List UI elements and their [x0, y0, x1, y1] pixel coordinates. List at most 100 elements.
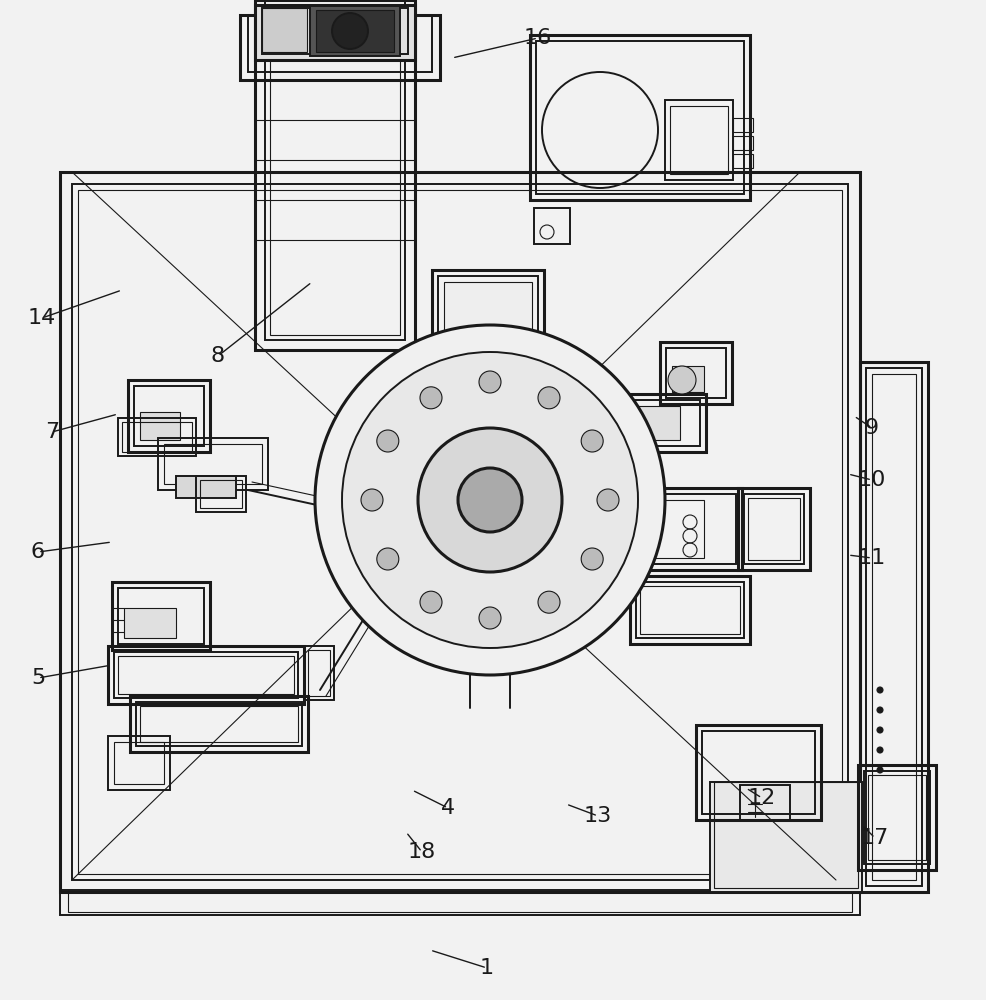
Circle shape	[877, 747, 883, 753]
Bar	[460, 425, 516, 480]
Bar	[122, 422, 192, 452]
Bar	[733, 118, 753, 132]
Bar	[248, 15, 432, 72]
Text: 16: 16	[524, 28, 552, 48]
Bar	[118, 656, 294, 694]
Text: 13: 13	[584, 806, 612, 826]
Text: 17: 17	[861, 828, 889, 848]
Bar	[534, 208, 570, 244]
Circle shape	[581, 430, 603, 452]
Bar	[270, 5, 400, 335]
Bar	[738, 488, 810, 570]
Bar	[304, 646, 334, 700]
Circle shape	[538, 387, 560, 409]
Bar	[158, 438, 268, 490]
Bar	[866, 368, 922, 886]
Bar	[118, 588, 204, 644]
Bar	[114, 652, 298, 698]
Bar	[530, 35, 750, 200]
Circle shape	[420, 591, 442, 613]
Circle shape	[332, 13, 368, 49]
Bar	[140, 412, 180, 440]
Bar	[262, 8, 307, 52]
Bar	[528, 368, 538, 380]
Bar	[140, 706, 298, 742]
Bar	[630, 576, 750, 644]
Circle shape	[479, 371, 501, 393]
Text: 4: 4	[441, 798, 456, 818]
Bar	[196, 476, 246, 512]
Bar	[440, 368, 450, 380]
Bar	[626, 394, 706, 452]
Circle shape	[877, 707, 883, 713]
Bar	[60, 890, 860, 915]
Bar	[240, 15, 440, 80]
Bar	[858, 765, 936, 870]
Bar	[112, 582, 210, 650]
Bar	[200, 480, 242, 508]
Circle shape	[479, 607, 501, 629]
Bar	[308, 650, 330, 696]
Bar	[124, 608, 176, 638]
Bar	[648, 500, 704, 558]
Text: 11: 11	[858, 548, 886, 568]
Bar	[672, 366, 704, 392]
Bar	[108, 646, 304, 704]
Text: 7: 7	[45, 422, 59, 442]
Circle shape	[597, 489, 619, 511]
Bar	[464, 428, 512, 476]
Circle shape	[538, 591, 560, 613]
Bar	[118, 418, 196, 456]
Bar	[130, 696, 308, 752]
Bar	[134, 386, 204, 446]
Circle shape	[877, 687, 883, 693]
Bar	[740, 785, 790, 820]
Bar	[265, 0, 405, 340]
Bar	[868, 775, 926, 860]
Bar	[636, 488, 742, 570]
Bar	[136, 702, 302, 746]
Circle shape	[420, 387, 442, 409]
Bar	[176, 476, 236, 498]
Text: 12: 12	[747, 788, 776, 808]
Bar	[114, 742, 164, 784]
Circle shape	[458, 468, 522, 532]
Bar	[702, 731, 815, 814]
Circle shape	[377, 430, 398, 452]
Bar	[733, 136, 753, 150]
Bar	[438, 276, 538, 374]
Bar	[632, 400, 700, 446]
Bar	[60, 172, 860, 892]
Text: 6: 6	[31, 542, 45, 562]
Bar	[666, 348, 726, 398]
Bar	[255, 5, 415, 60]
Circle shape	[581, 548, 603, 570]
Circle shape	[877, 767, 883, 773]
Bar	[468, 475, 508, 490]
Bar	[255, 0, 415, 350]
Circle shape	[315, 325, 665, 675]
Text: 10: 10	[858, 470, 886, 490]
Bar	[696, 725, 821, 820]
Bar	[108, 736, 170, 790]
Bar	[455, 375, 521, 430]
Text: 9: 9	[865, 418, 880, 438]
Bar	[636, 582, 744, 638]
Circle shape	[418, 428, 562, 572]
Circle shape	[377, 548, 398, 570]
Text: 18: 18	[408, 842, 436, 862]
Bar	[864, 771, 930, 864]
Bar	[714, 782, 858, 888]
Text: 5: 5	[31, 668, 45, 688]
Bar	[872, 374, 916, 880]
Bar	[310, 6, 400, 56]
Bar	[432, 270, 544, 380]
Text: 14: 14	[28, 308, 56, 328]
Bar	[638, 406, 680, 440]
Bar	[748, 498, 800, 560]
Bar	[128, 380, 210, 452]
Bar	[460, 378, 516, 426]
Bar	[444, 282, 532, 368]
Bar	[536, 41, 744, 194]
Text: 1: 1	[480, 958, 494, 978]
